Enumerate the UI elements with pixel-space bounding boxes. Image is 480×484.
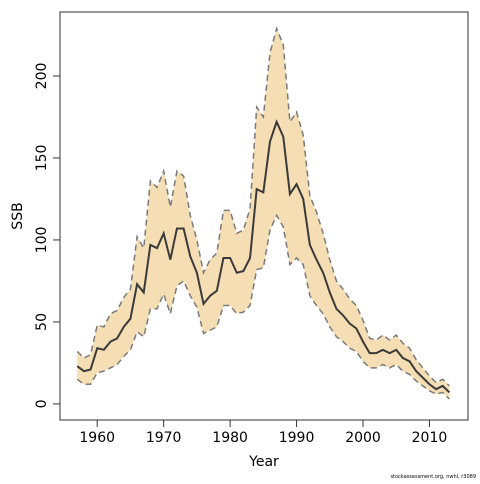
x-tick-label: 1960 (79, 430, 115, 446)
plot-frame (59, 11, 469, 421)
upper-bound (76, 26, 450, 387)
plot-area (76, 26, 451, 400)
y-tick-label: 100 (34, 227, 50, 254)
x-tick-label: 2010 (412, 430, 448, 446)
confidence-band (77, 28, 450, 400)
footnote: stockassessment.org, nwhl, r3089 (390, 474, 476, 480)
y-tick-label: 200 (34, 63, 50, 90)
y-tick-label: 150 (34, 145, 50, 172)
x-tick-label: 2000 (345, 430, 381, 446)
x-tick-label: 1970 (146, 430, 182, 446)
y-tick-label: 0 (34, 399, 50, 408)
x-tick-label: 1990 (279, 430, 315, 446)
x-tick-label: 1980 (212, 430, 248, 446)
estimate-line (76, 119, 451, 394)
y-tick-label: 50 (34, 313, 50, 331)
y-axis-label: SSB (10, 202, 26, 229)
lower-bound (76, 213, 450, 400)
x-axis-label: Year (248, 454, 279, 470)
